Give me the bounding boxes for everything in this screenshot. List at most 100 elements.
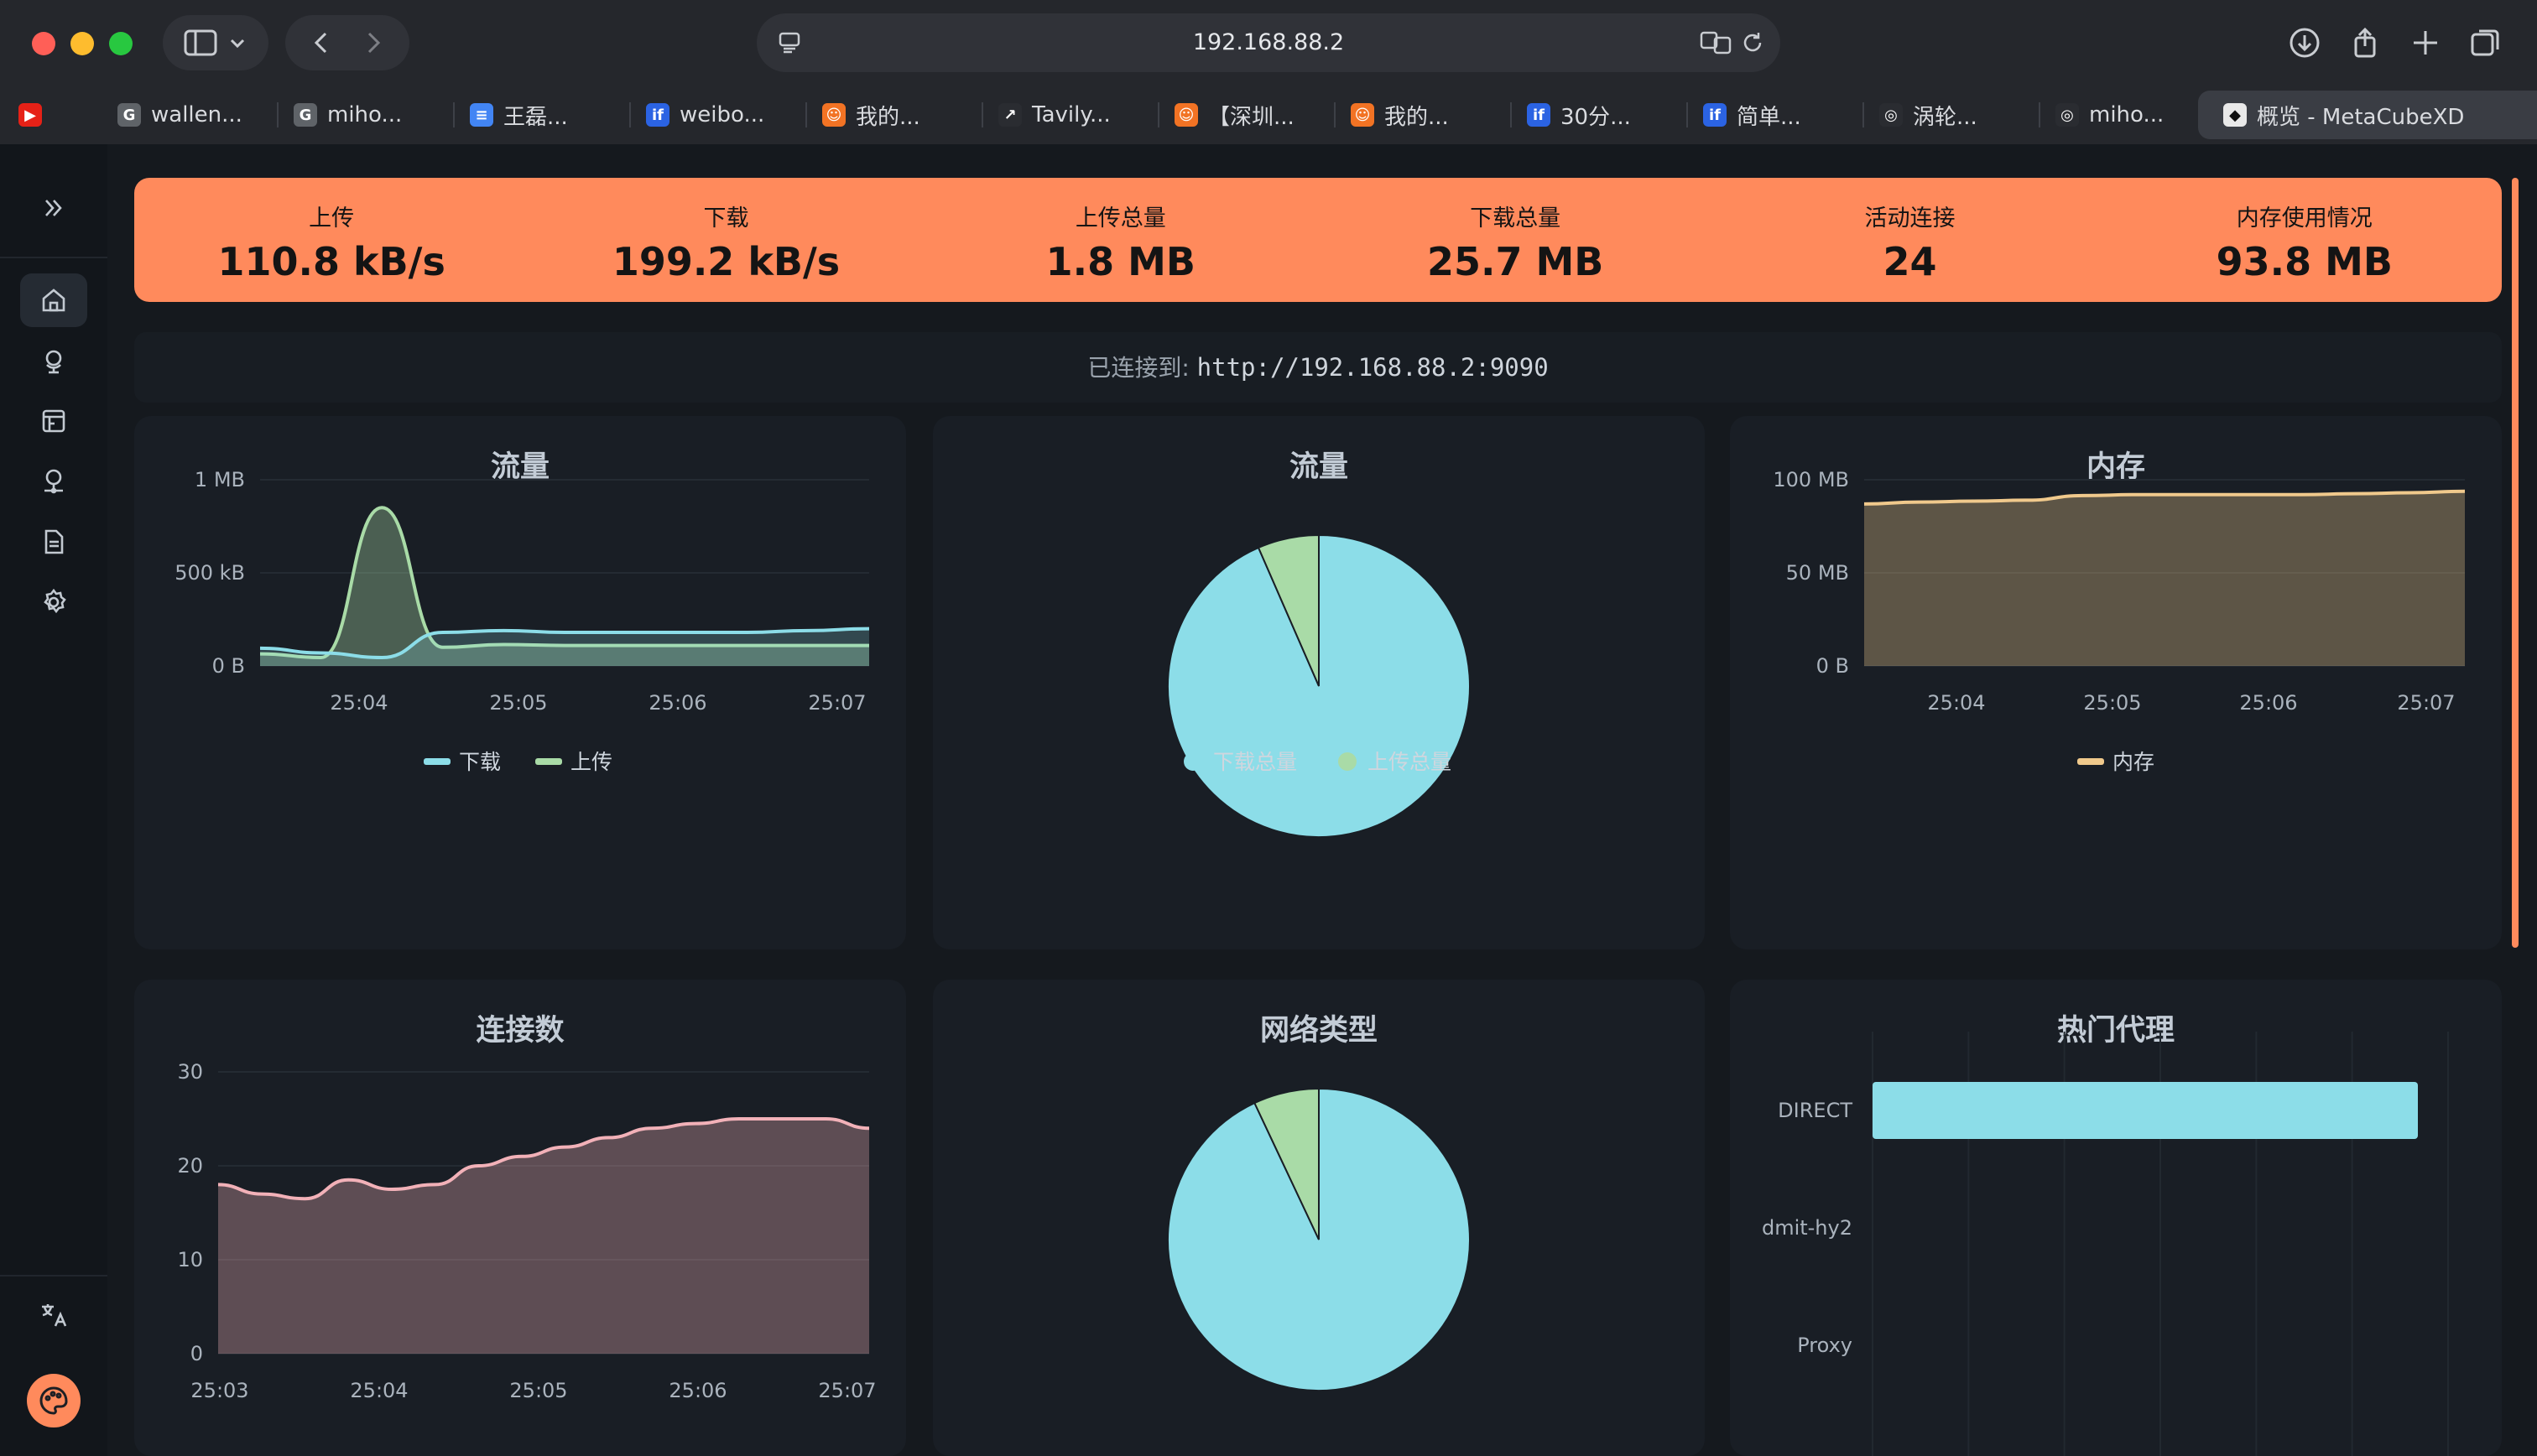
tab-label: 【深圳... — [1208, 104, 1295, 130]
tab-favicon-icon: ≡ — [470, 103, 493, 127]
tab-separator — [453, 102, 455, 127]
x-tick-label: 25:06 — [669, 1379, 727, 1402]
browser-tab[interactable]: ☺ 【深圳... — [1175, 91, 1295, 139]
tab-youtube[interactable]: ▶ — [18, 91, 52, 139]
card-title: 热门代理 — [2056, 1014, 2175, 1048]
legend-swatch — [1338, 752, 1357, 771]
tab-label: miho... — [327, 102, 403, 127]
stat-memory-usage: 内存使用情况 93.8 MB — [2107, 178, 2502, 302]
page-menu-icon[interactable] — [777, 30, 802, 55]
browser-tab[interactable]: ◆ 概览 - MetaCubeXD — [2198, 91, 2537, 139]
x-tick-label: 25:06 — [649, 691, 706, 715]
home-icon — [42, 289, 65, 312]
language-button[interactable] — [20, 1288, 87, 1342]
legend-swatch — [2077, 758, 2104, 765]
tab-favicon-icon: ↗ — [998, 103, 1022, 127]
sidebar-item-connections[interactable] — [20, 455, 87, 508]
series-line — [259, 627, 870, 660]
address-bar[interactable]: 192.168.88.2 — [757, 13, 1780, 72]
sidebar-toggle-button[interactable] — [163, 15, 268, 70]
tab-label: 30分... — [1560, 104, 1631, 130]
stat-upload-total: 上传总量 1.8 MB — [924, 178, 1318, 302]
series-area — [260, 628, 869, 666]
translate-icon[interactable] — [1700, 30, 1733, 55]
sidebar-divider — [0, 257, 107, 258]
y-category-label: Proxy — [1797, 1334, 1852, 1357]
browser-tab[interactable]: if 简单... — [1703, 91, 1801, 139]
tab-favicon-icon: G — [117, 103, 141, 127]
stat-value: 24 — [1883, 239, 1937, 284]
tab-separator — [1686, 102, 1688, 127]
pie-slice — [1253, 1087, 1320, 1240]
legend-label: 上传总量 — [1367, 750, 1451, 774]
legend-swatch — [1184, 752, 1202, 771]
tab-overview-icon[interactable] — [2463, 20, 2508, 65]
network-icon — [44, 469, 63, 494]
scrollbar[interactable] — [2512, 178, 2519, 948]
stat-label: 上传总量 — [1075, 205, 1166, 231]
downloads-icon[interactable] — [2282, 20, 2327, 65]
card-title: 网络类型 — [1259, 1014, 1378, 1048]
series-line — [1863, 489, 2466, 506]
expand-sidebar-button[interactable] — [20, 181, 87, 235]
stat-download: 下载 199.2 kB/s — [529, 178, 923, 302]
tab-label: 我的... — [1384, 104, 1449, 130]
reload-icon[interactable] — [1740, 30, 1765, 55]
globe-stand-icon — [45, 350, 62, 374]
x-tick-label: 25:07 — [2397, 691, 2455, 715]
tab-separator — [1862, 102, 1864, 127]
traffic-line-chart: 0 B 500 kB 1 MB 25:04 25:05 25:06 25:07 下载 上传 — [175, 468, 870, 774]
browser-tab[interactable]: ◎ miho... — [2055, 91, 2164, 139]
sidebar-item-overview[interactable] — [20, 273, 87, 327]
legend-label: 内存 — [2112, 750, 2154, 774]
series-area — [218, 1119, 869, 1354]
x-tick-label: 25:07 — [818, 1379, 876, 1402]
x-tick-label: 25:05 — [489, 691, 547, 715]
y-tick-label: 0 — [190, 1342, 203, 1365]
tab-label: 涡轮... — [1913, 104, 1977, 130]
y-tick-label: 0 B — [212, 654, 245, 678]
sidebar-item-proxies[interactable] — [20, 334, 87, 387]
zoom-window-button[interactable] — [109, 32, 133, 55]
y-tick-label: 20 — [177, 1154, 203, 1178]
browser-tab[interactable]: ☺ 我的... — [1351, 91, 1449, 139]
stat-label: 下载 — [703, 205, 749, 231]
network-type-pie-chart — [1167, 1087, 1471, 1391]
browser-tab[interactable]: if 30分... — [1527, 91, 1631, 139]
tab-label: 概览 - MetaCubeXD — [2257, 104, 2465, 130]
stat-active-connections: 活动连接 24 — [1712, 178, 2107, 302]
sidebar-item-logs[interactable] — [20, 515, 87, 569]
sidebar-item-rules[interactable] — [20, 394, 87, 448]
browser-tab[interactable]: ☺ 我的... — [822, 91, 920, 139]
browser-tab[interactable]: ↗ Tavily... — [998, 91, 1111, 139]
browser-titlebar: 192.168.88.2 — [0, 0, 2537, 86]
close-window-button[interactable] — [32, 32, 55, 55]
legend-swatch — [424, 758, 451, 765]
minimize-window-button[interactable] — [70, 32, 94, 55]
browser-tab[interactable]: ≡ 王磊... — [470, 91, 568, 139]
tab-favicon-icon: ☺ — [1351, 103, 1374, 127]
legend-label: 下载总量 — [1213, 750, 1297, 774]
browser-tab[interactable]: if weibo... — [646, 91, 764, 139]
stat-value: 1.8 MB — [1045, 239, 1196, 284]
y-tick-label: 0 B — [1816, 654, 1849, 678]
theme-button[interactable] — [27, 1374, 81, 1427]
forward-icon[interactable] — [360, 30, 385, 55]
card-title: 内存 — [2086, 450, 2145, 484]
connection-address: http://192.168.88.2:9090 — [1196, 353, 1549, 382]
back-icon[interactable] — [310, 30, 335, 55]
x-tick-label: 25:05 — [509, 1379, 567, 1402]
stat-value: 199.2 kB/s — [612, 239, 841, 284]
connection-label: 已连接到: — [1087, 354, 1190, 382]
sidebar-item-settings[interactable] — [20, 575, 87, 629]
share-icon[interactable] — [2342, 20, 2388, 65]
new-tab-icon[interactable] — [2403, 20, 2448, 65]
tab-separator — [982, 102, 983, 127]
x-tick-label: 25:06 — [2239, 691, 2297, 715]
tab-separator — [2039, 102, 2040, 127]
tab-label: 简单... — [1737, 104, 1801, 130]
browser-tab[interactable]: ◎ 涡轮... — [1879, 91, 1977, 139]
x-tick-label: 25:05 — [2083, 691, 2141, 715]
